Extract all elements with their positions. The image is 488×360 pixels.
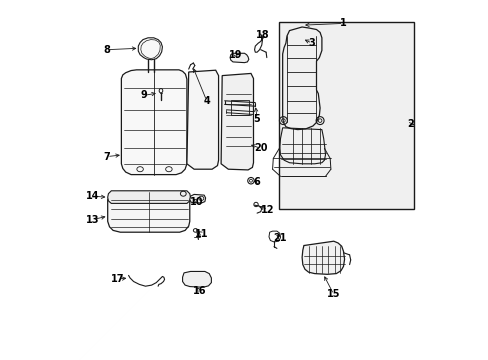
Text: 7: 7	[103, 152, 110, 162]
Polygon shape	[189, 194, 205, 203]
Text: 3: 3	[308, 38, 315, 48]
Polygon shape	[182, 271, 211, 287]
Text: 6: 6	[253, 177, 260, 187]
Text: 2: 2	[407, 119, 413, 129]
Polygon shape	[107, 192, 189, 232]
Text: 21: 21	[272, 233, 286, 243]
Polygon shape	[121, 70, 186, 175]
Text: 17: 17	[111, 274, 124, 284]
Text: 14: 14	[86, 191, 99, 201]
Polygon shape	[138, 38, 162, 60]
Text: 5: 5	[253, 114, 260, 124]
Polygon shape	[230, 53, 248, 63]
Polygon shape	[221, 73, 253, 170]
Polygon shape	[302, 241, 344, 274]
Text: 11: 11	[195, 229, 208, 239]
Polygon shape	[107, 191, 190, 203]
Text: 15: 15	[326, 289, 340, 300]
Bar	[230, 100, 248, 115]
Text: 12: 12	[261, 204, 274, 215]
Text: 19: 19	[228, 50, 242, 60]
Text: 4: 4	[203, 96, 210, 106]
Text: 20: 20	[253, 143, 267, 153]
Text: 18: 18	[256, 30, 269, 40]
Text: 8: 8	[103, 45, 110, 55]
Text: 1: 1	[340, 18, 346, 28]
Text: 10: 10	[190, 197, 203, 207]
Text: 13: 13	[86, 215, 99, 225]
Polygon shape	[186, 70, 218, 169]
Bar	[278, 22, 413, 209]
Text: 16: 16	[192, 286, 206, 296]
Text: 9: 9	[140, 90, 147, 100]
